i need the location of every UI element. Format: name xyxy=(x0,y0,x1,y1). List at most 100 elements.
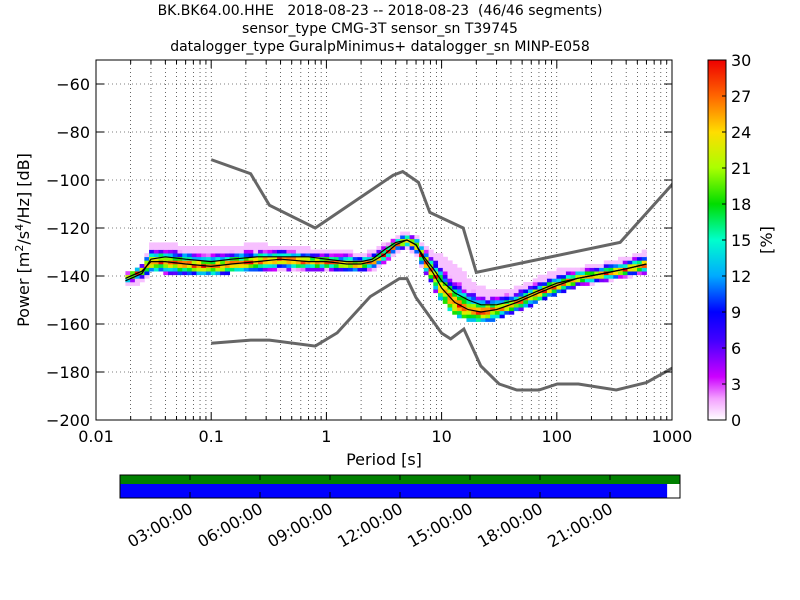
heatmap-cell xyxy=(286,246,292,250)
heatmap-cell xyxy=(442,256,448,261)
heatmap-cell xyxy=(295,256,302,261)
heatmap-cell xyxy=(461,271,467,276)
heatmap-cell xyxy=(258,246,264,250)
heatmap-cell xyxy=(485,318,491,322)
heatmap-cell xyxy=(618,271,624,276)
heatmap-cell xyxy=(395,249,401,254)
heatmap-cell xyxy=(305,246,311,250)
heatmap-cell xyxy=(144,267,150,272)
heatmap-cell xyxy=(523,300,529,304)
x-axis: 0.01 0.1 1 10 100 1000 xyxy=(78,60,692,446)
heatmap-cell xyxy=(186,260,193,265)
heatmap-cell xyxy=(272,256,278,261)
heatmap-cell xyxy=(220,260,226,265)
heatmap-cell xyxy=(499,307,505,312)
heatmap-cell xyxy=(182,249,188,254)
heatmap-cell xyxy=(357,264,363,268)
heatmap-cell xyxy=(215,256,221,261)
heatmap-cell xyxy=(641,253,647,258)
heatmap-cell xyxy=(475,289,482,294)
heatmap-cell xyxy=(158,246,164,250)
heatmap-cell xyxy=(158,267,164,272)
heatmap-cell xyxy=(196,271,202,276)
heatmap-cell xyxy=(532,300,538,304)
heatmap-cell xyxy=(523,292,529,297)
heatmap-cell xyxy=(224,267,231,272)
heatmap-cell xyxy=(433,253,439,258)
heatmap-cell xyxy=(546,274,553,279)
y-tick-label: −120 xyxy=(46,219,90,238)
heatmap-cell xyxy=(419,260,425,265)
heatmap-cell xyxy=(570,271,576,276)
heatmap-cell xyxy=(163,246,169,250)
heatmap-cell xyxy=(196,256,202,261)
heatmap-cell xyxy=(627,256,633,261)
heatmap-cell xyxy=(442,296,448,301)
time-tick-label: 21:00:00 xyxy=(544,499,616,551)
heatmap-cell xyxy=(291,249,297,254)
heatmap-cell xyxy=(504,289,510,294)
heatmap-cell xyxy=(357,260,363,265)
heatmap-cell xyxy=(618,256,624,261)
heatmap-cell xyxy=(310,260,316,265)
heatmap-cell xyxy=(348,253,354,258)
heatmap-cell xyxy=(348,264,354,268)
heatmap-cell xyxy=(518,285,524,290)
heatmap-cell xyxy=(400,235,406,240)
heatmap-cell xyxy=(376,256,382,261)
heatmap-cell xyxy=(172,256,178,261)
heatmap-cell xyxy=(338,260,344,265)
heatmap-cell xyxy=(215,246,221,250)
heatmap-cell xyxy=(622,260,628,265)
heatmap-cell xyxy=(376,260,382,265)
heatmap-cell xyxy=(291,267,297,272)
heatmap-cell xyxy=(641,260,647,265)
heatmap-cell xyxy=(636,271,643,276)
heatmap-cell xyxy=(338,264,344,268)
heatmap-cell xyxy=(480,300,486,304)
heatmap-cell xyxy=(589,278,595,283)
heatmap-cell xyxy=(551,278,557,283)
heatmap-cell xyxy=(220,267,226,272)
heatmap-cell xyxy=(466,278,472,283)
heatmap-cell xyxy=(153,242,159,247)
heatmap-cell xyxy=(485,303,491,308)
heatmap-cell xyxy=(186,246,193,250)
heatmap-cell xyxy=(636,256,643,261)
heatmap-cell xyxy=(442,271,448,276)
heatmap-cell xyxy=(229,253,235,258)
heatmap-cell xyxy=(461,307,467,312)
heatmap-cell xyxy=(589,271,595,276)
heatmap-cell xyxy=(423,264,429,268)
heatmap-cell xyxy=(452,296,458,301)
heatmap-cell xyxy=(201,246,207,250)
heatmap-cell xyxy=(381,260,387,265)
heatmap-cell xyxy=(442,267,448,272)
heatmap-cell xyxy=(343,264,349,268)
heatmap-cell xyxy=(438,253,444,258)
heatmap-cell xyxy=(599,267,605,272)
heatmap-cell xyxy=(324,260,330,265)
heatmap-cell xyxy=(210,256,216,261)
heatmap-cell xyxy=(471,307,477,312)
heatmap-cell xyxy=(163,249,169,254)
heatmap-cell xyxy=(139,274,145,279)
heatmap-cell xyxy=(305,249,311,254)
heatmap-cell xyxy=(438,292,444,297)
heatmap-cell xyxy=(366,256,373,261)
heatmap-cell xyxy=(300,267,306,272)
heatmap-cell xyxy=(466,296,472,301)
heatmap-cell xyxy=(243,267,249,272)
heatmap-cell xyxy=(177,246,183,250)
heatmap-cell xyxy=(641,249,647,254)
heatmap-cell xyxy=(153,267,159,272)
heatmap-cell xyxy=(248,264,254,268)
heatmap-cell xyxy=(182,260,188,265)
heatmap-cell xyxy=(428,260,434,265)
heatmap-cell xyxy=(400,231,406,236)
heatmap-cell xyxy=(371,249,377,254)
heatmap-cell xyxy=(475,303,482,308)
heatmap-cell xyxy=(182,264,188,268)
x-tick-label: 1000 xyxy=(652,427,693,446)
heatmap-cell xyxy=(329,253,335,258)
